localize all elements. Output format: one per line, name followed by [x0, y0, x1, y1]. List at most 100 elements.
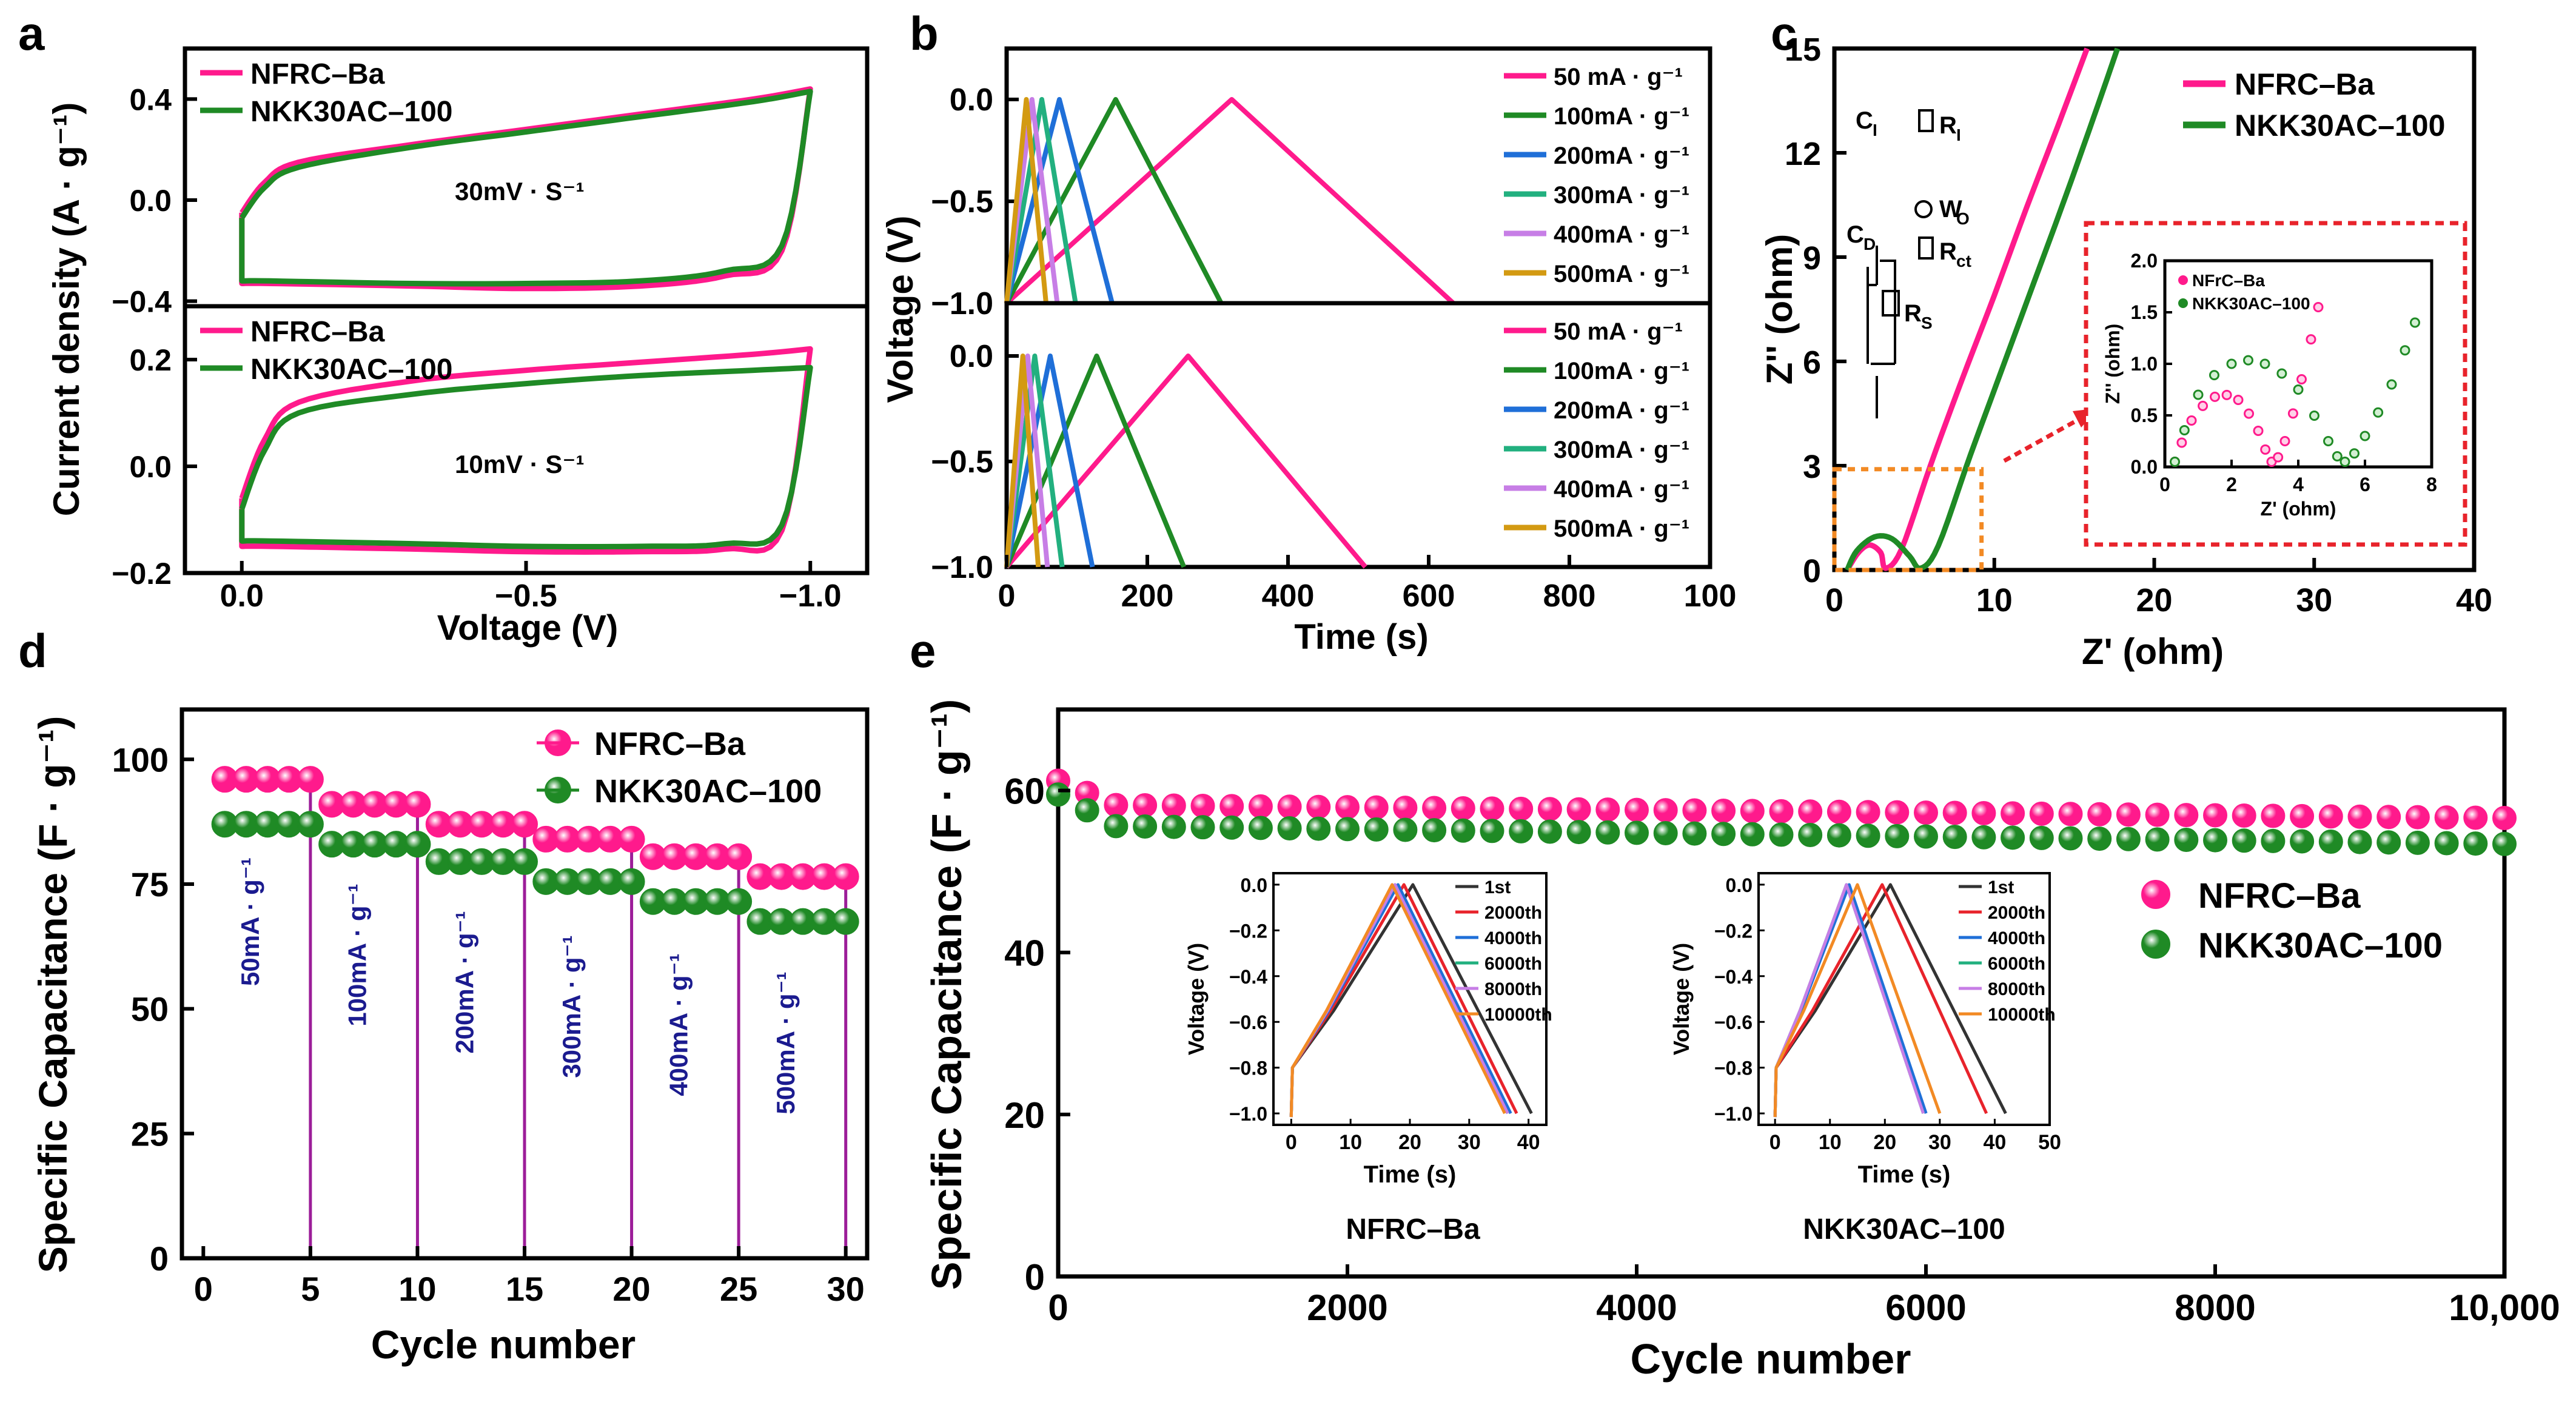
current-density-label: 50mA · g⁻¹	[236, 857, 264, 986]
cycling-marker	[1190, 793, 1215, 818]
circuit-rs-label: R	[1904, 300, 1922, 327]
legend-label: NFRC–Ba	[250, 58, 385, 90]
cv-curve-nfrc	[239, 346, 813, 555]
legend-label: 50 mA · g⁻¹	[1554, 318, 1683, 345]
inset-x-tick-label: 20	[1873, 1131, 1896, 1154]
x-tick-label: 6000	[1885, 1287, 1966, 1328]
gcd-curve	[1004, 97, 1048, 304]
legend-label: 300mA · g⁻¹	[1554, 437, 1689, 463]
y-tick-label: 0	[150, 1239, 169, 1278]
rate-marker	[511, 848, 538, 875]
inset-y-tick-label: −0.8	[1229, 1058, 1267, 1079]
x-tick-label: 5	[301, 1270, 320, 1308]
x-tick-label: −0.5	[495, 578, 557, 614]
inset-legend-label: 10000th	[1484, 1005, 1552, 1025]
cycling-marker	[1798, 823, 1823, 848]
y-axis-label: Current density (A · g⁻¹)	[46, 102, 87, 517]
gcd-plot-frame	[1004, 301, 1712, 569]
y-tick-label: 20	[1004, 1095, 1045, 1136]
cycling-marker	[2145, 827, 2170, 852]
gcd-curve	[1004, 354, 1041, 568]
legend-marker	[2141, 930, 2170, 959]
inset-legend-label: NFrC–Ba	[2192, 271, 2265, 290]
inset-legend-label: 4000th	[1484, 928, 1542, 948]
current-density-label: 100mA · g⁻¹	[343, 884, 372, 1026]
inset-y-tick-label: −0.8	[1714, 1058, 1753, 1079]
cycling-marker	[1480, 819, 1504, 843]
inset-marker	[2313, 302, 2324, 312]
cycling-marker	[2058, 802, 2083, 827]
y-tick-label: 0.2	[129, 343, 172, 377]
cycling-marker	[1306, 816, 1331, 841]
circuit-wo-label: W	[1939, 196, 1962, 223]
circuit-rs-subscript: S	[1921, 314, 1933, 332]
x-tick-label: 10	[398, 1270, 436, 1308]
cycling-marker	[2405, 830, 2430, 855]
legend-label: NFRC–Ba	[594, 726, 746, 762]
cycling-marker	[1653, 798, 1678, 823]
cycling-marker	[1971, 800, 1996, 825]
x-axis-label: Cycle number	[1631, 1335, 1911, 1383]
inset-y-tick-label: −0.2	[1229, 920, 1267, 942]
x-tick-label: 2000	[1307, 1287, 1387, 1328]
inset-gcd-curve	[1773, 883, 1942, 1118]
cycling-marker	[1104, 793, 1129, 817]
inset-marker	[2279, 436, 2290, 446]
y-tick-label: 15	[1785, 32, 1821, 68]
inset-marker	[2186, 415, 2197, 426]
y-axis-label: Specific Capacitance (F · g⁻¹)	[30, 716, 75, 1273]
inset-marker	[2179, 424, 2190, 435]
inset-legend-label: 1st	[1484, 877, 1511, 897]
inset-marker	[2332, 451, 2343, 461]
cv-curve-nkk	[239, 364, 813, 549]
inset-x-tick-label: 6	[2360, 474, 2370, 495]
cycling-marker	[1219, 815, 1244, 840]
x-tick-label: 0	[1048, 1287, 1068, 1328]
cycling-marker	[2029, 825, 2054, 850]
legend-label: 500mA · g⁻¹	[1554, 261, 1689, 287]
circuit-wo-subscript: O	[1956, 209, 1970, 228]
inset-y-tick-label: −0.4	[1714, 966, 1753, 988]
cycling-marker	[2174, 803, 2199, 828]
legend-label: NKK30AC–100	[2198, 926, 2443, 965]
x-tick-label: 0	[1825, 582, 1843, 619]
gcd-curve	[1004, 354, 1186, 568]
x-tick-label: 10	[1976, 582, 2013, 619]
cycling-marker	[2001, 801, 2025, 826]
cycling-marker	[1422, 818, 1447, 843]
inset-x-tick-label: 20	[1398, 1131, 1421, 1154]
y-tick-label: 0.0	[950, 339, 993, 374]
inset-x-tick-label: 30	[1458, 1131, 1481, 1154]
circuit-ci-label: C	[1856, 107, 1873, 134]
rate-marker	[618, 825, 645, 853]
rate-marker	[832, 863, 859, 890]
circuit-rct-label: R	[1939, 238, 1957, 265]
inset-marker	[2198, 400, 2209, 411]
rate-marker	[297, 811, 324, 838]
cycling-marker	[1885, 823, 1910, 848]
inset-x-tick-label: 0	[2159, 474, 2170, 495]
inset-y-tick-label: −1.0	[1714, 1103, 1753, 1125]
inset-y-tick-label: −0.6	[1229, 1011, 1267, 1033]
y-tick-label: 9	[1803, 240, 1821, 277]
cycling-marker	[1219, 794, 1244, 819]
circuit-rct-subscript: ct	[1956, 252, 1971, 270]
inset-marker	[2226, 358, 2237, 369]
cycling-marker	[2116, 802, 2141, 827]
cycling-marker	[2434, 805, 2459, 830]
inset-legend-label: 2000th	[1484, 903, 1542, 923]
inset-marker	[2221, 389, 2232, 400]
inset-y-tick-label: 1.5	[2131, 301, 2158, 323]
current-density-label: 400mA · g⁻¹	[664, 953, 693, 1096]
legend-label: 100mA · g⁻¹	[1554, 358, 1689, 384]
y-axis-label: Voltage (V)	[880, 216, 921, 403]
scan-rate-label: 30mV · S⁻¹	[455, 177, 585, 206]
cycling-marker	[1537, 797, 1562, 822]
inset-marker	[2259, 358, 2270, 369]
cycling-marker	[1104, 814, 1129, 839]
cycling-marker	[1075, 798, 1099, 823]
inset-x-tick-label: 50	[2038, 1131, 2061, 1154]
cycling-marker	[2434, 831, 2459, 856]
inset-gcd-curve	[1289, 883, 1518, 1118]
circuit-ri-label: R	[1939, 112, 1957, 139]
